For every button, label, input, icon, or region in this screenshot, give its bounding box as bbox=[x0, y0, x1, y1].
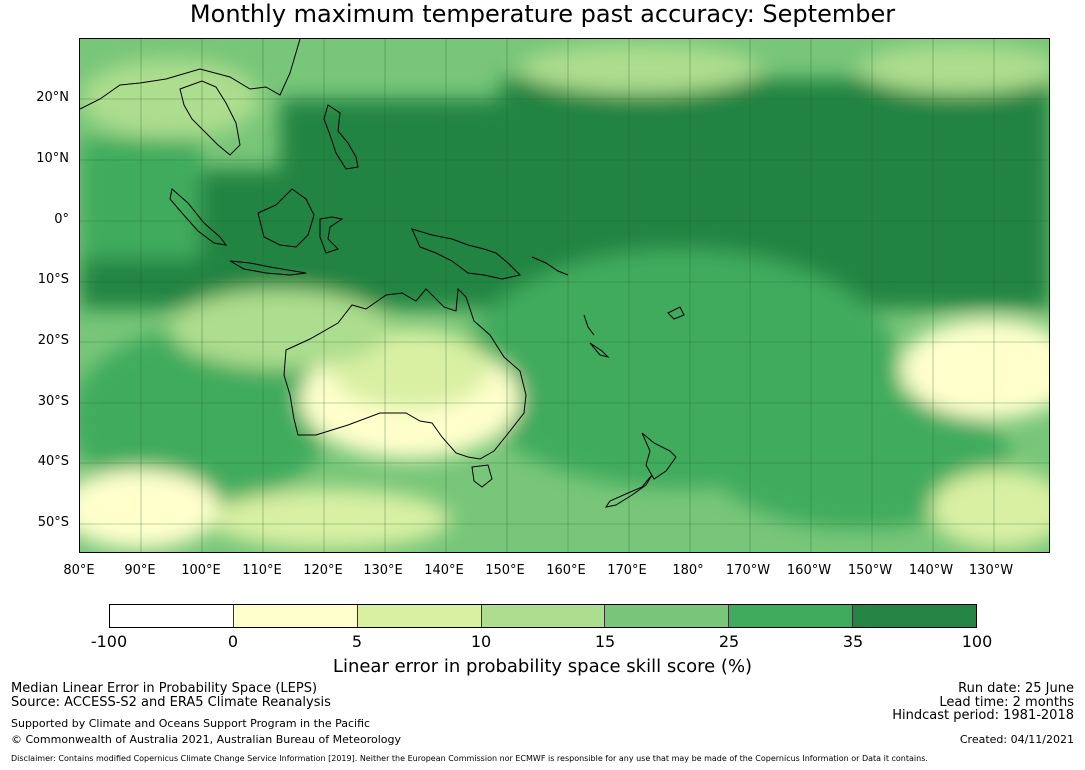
lon-label-160w: 160°W bbox=[786, 563, 832, 578]
map-title: Monthly maximum temperature past accurac… bbox=[189, 0, 896, 28]
solomon-islands bbox=[531, 256, 569, 276]
colorbar-bin-6 bbox=[729, 605, 854, 627]
colorbar-tick-label: 15 bbox=[594, 632, 616, 651]
lon-label-140e: 140°E bbox=[424, 563, 464, 578]
new-caledonia bbox=[589, 342, 610, 358]
lon-label-110e: 110°E bbox=[242, 563, 282, 578]
footer-source: Source: ACCESS-S2 and ERA5 Climate Reana… bbox=[11, 695, 331, 710]
colorbar-tick-label: 5 bbox=[351, 632, 363, 651]
colorbar-bin-7 bbox=[853, 605, 977, 627]
new-zealand-south-island bbox=[604, 474, 653, 508]
footer-copyright: © Commonwealth of Australia 2021, Austra… bbox=[11, 733, 401, 746]
lat-label-20s: 20°S bbox=[37, 333, 69, 348]
colorbar-bin-2 bbox=[233, 605, 358, 627]
lat-label-10n: 10°N bbox=[36, 151, 69, 166]
new-guinea-coast bbox=[411, 228, 521, 280]
lon-label-130w: 130°W bbox=[968, 563, 1014, 578]
colorbar-bin-4 bbox=[481, 605, 606, 627]
lon-label-100e: 100°E bbox=[181, 563, 221, 578]
colorbar-bin-5 bbox=[605, 605, 730, 627]
coastlines bbox=[80, 39, 685, 508]
footer-disclaimer: Disclaimer: Contains modified Copernicus… bbox=[11, 754, 928, 763]
lon-label-90e: 90°E bbox=[124, 563, 156, 578]
new-zealand-north-island bbox=[641, 432, 677, 480]
lon-label-80e: 80°E bbox=[63, 563, 95, 578]
colorbar-tick-label: 25 bbox=[718, 632, 740, 651]
lat-label-50s: 50°S bbox=[37, 515, 69, 530]
footer-hindcast: Hindcast period: 1981-2018 bbox=[892, 708, 1074, 723]
indochina-coast bbox=[179, 80, 241, 156]
vanuatu bbox=[583, 314, 595, 336]
lon-label-180: 180° bbox=[672, 563, 704, 578]
graticule bbox=[80, 39, 1049, 552]
colorbar-title: Linear error in probability space skill … bbox=[332, 656, 753, 677]
sulawesi-coast bbox=[319, 216, 344, 254]
colorbar-bin-1 bbox=[110, 605, 234, 627]
lon-label-130e: 130°E bbox=[363, 563, 403, 578]
tasmania-coast bbox=[471, 464, 493, 488]
footer-lead-time: Lead time: 2 months bbox=[939, 695, 1074, 710]
fiji bbox=[667, 306, 685, 320]
lat-label-40s: 40°S bbox=[37, 454, 69, 469]
skill-map-svg bbox=[80, 39, 1049, 552]
footer-created: Created: 04/11/2021 bbox=[959, 733, 1074, 746]
borneo-coast bbox=[257, 188, 315, 248]
colorbar bbox=[109, 604, 977, 628]
sumatra-coast bbox=[169, 188, 228, 246]
lon-label-150w: 150°W bbox=[847, 563, 893, 578]
lat-label-30s: 30°S bbox=[37, 394, 69, 409]
lon-label-120e: 120°E bbox=[303, 563, 343, 578]
colorbar-tick-label: -100 bbox=[90, 632, 128, 651]
colorbar-bin-3 bbox=[357, 605, 482, 627]
footer-method: Median Linear Error in Probability Space… bbox=[11, 681, 318, 696]
lon-label-140w: 140°W bbox=[908, 563, 954, 578]
lon-label-170e: 170°E bbox=[607, 563, 647, 578]
philippines-coast bbox=[323, 104, 359, 170]
footer-run-date: Run date: 25 June bbox=[958, 681, 1074, 696]
colorbar-tick-label: 10 bbox=[470, 632, 492, 651]
footer-support: Supported by Climate and Oceans Support … bbox=[11, 717, 371, 730]
java-coast bbox=[229, 260, 307, 276]
lat-label-20n: 20°N bbox=[36, 90, 69, 105]
lat-label-10s: 10°S bbox=[37, 272, 69, 287]
colorbar-tick-label: 100 bbox=[961, 632, 993, 651]
lat-label-0: 0° bbox=[54, 212, 69, 227]
australia-coast bbox=[283, 287, 527, 460]
colorbar-tick-label: 35 bbox=[842, 632, 864, 651]
skill-field bbox=[80, 44, 1049, 549]
skill-map bbox=[79, 38, 1050, 553]
colorbar-tick-label: 0 bbox=[227, 632, 239, 651]
lon-label-170w: 170°W bbox=[725, 563, 771, 578]
asia-coast bbox=[80, 39, 301, 110]
lon-label-150e: 150°E bbox=[485, 563, 525, 578]
lon-label-160e: 160°E bbox=[546, 563, 586, 578]
